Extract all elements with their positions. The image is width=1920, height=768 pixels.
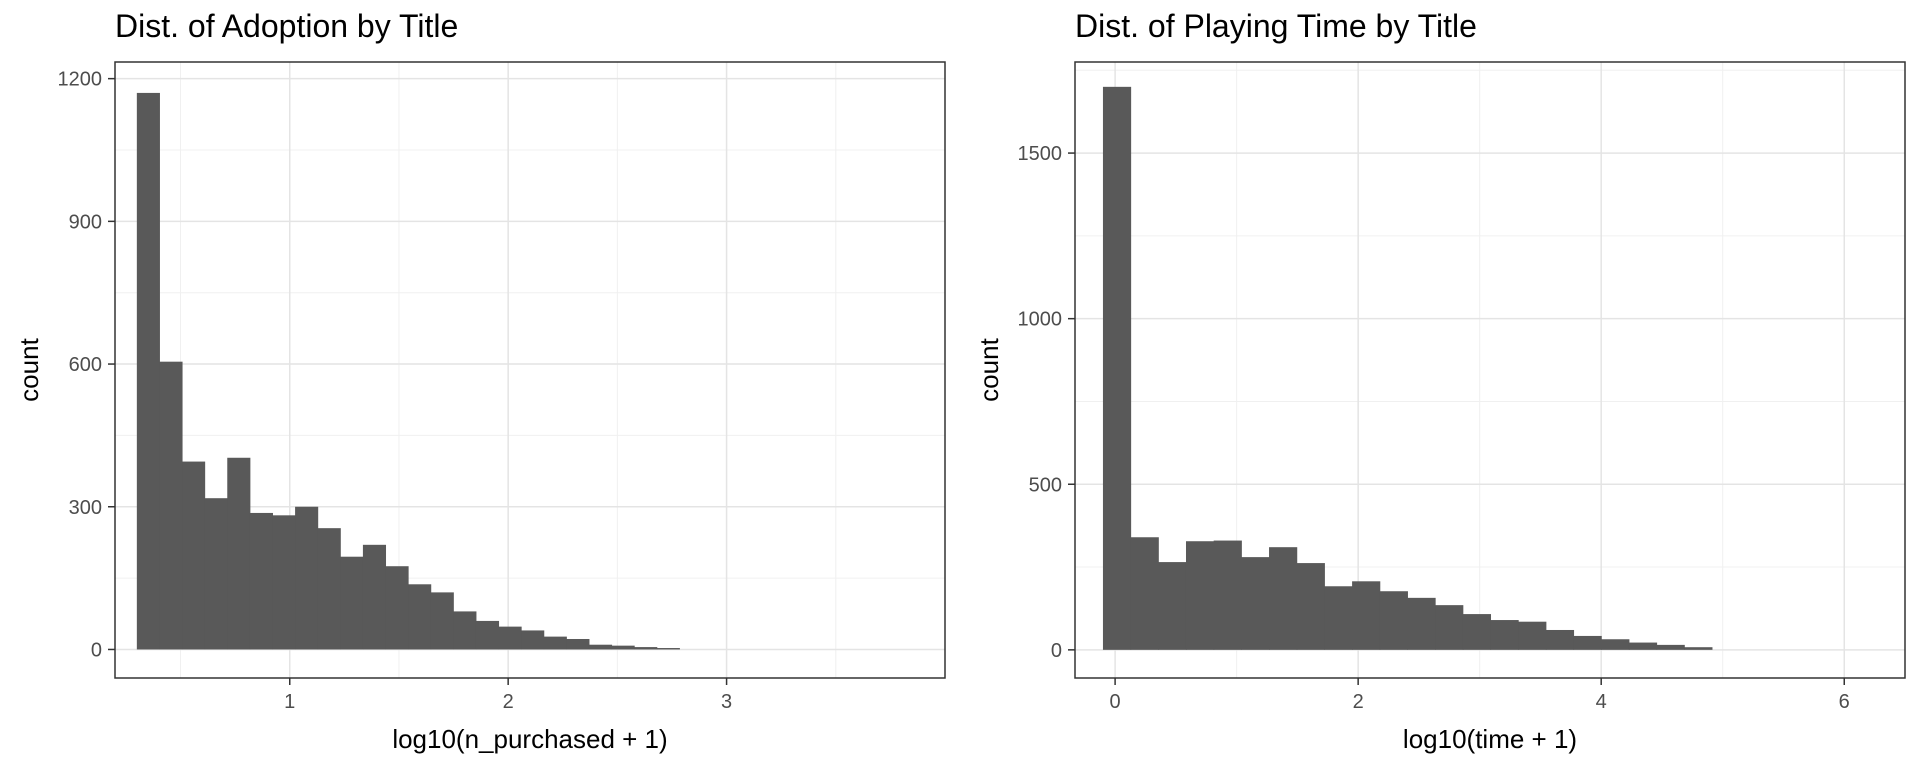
y-tick-label: 300 <box>69 497 102 519</box>
histogram-bar <box>136 92 160 650</box>
histogram-bar <box>634 647 658 650</box>
histogram-bar <box>159 361 183 650</box>
histogram-bar <box>1407 597 1436 650</box>
histogram-bar <box>1269 547 1298 650</box>
histogram-bar <box>430 592 454 650</box>
histogram-bar <box>1490 620 1519 650</box>
histogram-bar <box>182 461 206 650</box>
y-tick-label: 1200 <box>58 69 103 91</box>
histogram-bar <box>340 556 364 650</box>
x-tick-label: 6 <box>1839 691 1850 713</box>
histogram-bar <box>498 626 522 650</box>
histogram-bar <box>453 611 477 650</box>
x-tick-label: 1 <box>284 691 295 713</box>
y-tick-label: 900 <box>69 211 102 233</box>
x-axis-title: log10(time + 1) <box>1403 724 1577 754</box>
plot-border <box>1074 61 1906 679</box>
histogram-bar <box>566 638 590 650</box>
y-tick-label: 500 <box>1029 474 1062 496</box>
histogram-bar <box>1545 629 1575 650</box>
chart-panel-adoption: Dist. of Adoption by Title 1 2 3 0 300 600 900… <box>14 8 946 754</box>
x-tick-label: 3 <box>721 691 732 713</box>
histogram-bar <box>227 457 251 650</box>
histogram-bar <box>408 584 432 650</box>
histogram-bar <box>475 620 500 650</box>
y-axis-title: count <box>14 337 44 401</box>
histogram-bar <box>1462 614 1492 650</box>
y-tick-label: 0 <box>1051 640 1062 662</box>
histogram-bar <box>1213 540 1242 650</box>
x-tick-label: 4 <box>1596 691 1607 713</box>
histogram-bar <box>1102 86 1132 650</box>
histogram-bar <box>1656 644 1685 650</box>
plot-border <box>114 61 946 679</box>
histogram-bar <box>385 566 409 650</box>
histogram-bar <box>1324 586 1353 650</box>
y-tick-label: 0 <box>91 639 102 661</box>
histogram-bar <box>1518 621 1547 650</box>
x-tick-label: 2 <box>1353 691 1364 713</box>
y-axis-title: count <box>974 337 1004 401</box>
histogram-bar <box>521 630 545 650</box>
histogram-bar <box>1379 591 1408 650</box>
histogram-playing-time: 0 2 4 6 0 500 1000 1500 log10(time + 1) count <box>974 61 1906 754</box>
histogram-bar <box>1158 562 1187 650</box>
chart-panel-playing-time: Dist. of Playing Time by Title 0 2 4 6 0 500 1… <box>960 0 1920 768</box>
y-tick-label: 1000 <box>1018 309 1063 331</box>
chart-title: Dist. of Playing Time by Title <box>1075 8 1477 44</box>
histogram-bar <box>1185 541 1215 650</box>
histogram-bar <box>656 648 680 650</box>
histogram-bar <box>588 644 613 650</box>
histogram-bar <box>249 512 273 650</box>
histogram-bar <box>204 498 228 650</box>
histogram-bar <box>1241 557 1270 650</box>
histogram-bar <box>272 515 296 650</box>
histogram-bar <box>1573 635 1602 650</box>
histogram-bar <box>295 506 319 650</box>
histogram-bar <box>1435 605 1464 650</box>
y-tick-label: 600 <box>69 354 102 376</box>
histogram-bar <box>1352 581 1381 650</box>
histogram-bar <box>543 636 567 650</box>
x-axis-title: log10(n_purchased + 1) <box>392 724 667 754</box>
histogram-bar <box>362 544 387 650</box>
histogram-bar <box>1296 563 1325 650</box>
x-tick-label: 0 <box>1110 691 1121 713</box>
x-tick-label: 2 <box>503 691 514 713</box>
y-tick-label: 1500 <box>1018 143 1063 165</box>
histogram-bar <box>1130 537 1159 650</box>
histogram-bar <box>1684 647 1713 650</box>
histogram-bar <box>611 645 635 650</box>
histogram-bar <box>317 528 341 650</box>
chart-title: Dist. of Adoption by Title <box>115 8 459 44</box>
histogram-bar <box>1628 642 1658 650</box>
histogram-adoption: 1 2 3 0 300 600 900 1200 log10(n_purchased + 1) c… <box>14 61 946 754</box>
histogram-bar <box>1601 639 1630 650</box>
